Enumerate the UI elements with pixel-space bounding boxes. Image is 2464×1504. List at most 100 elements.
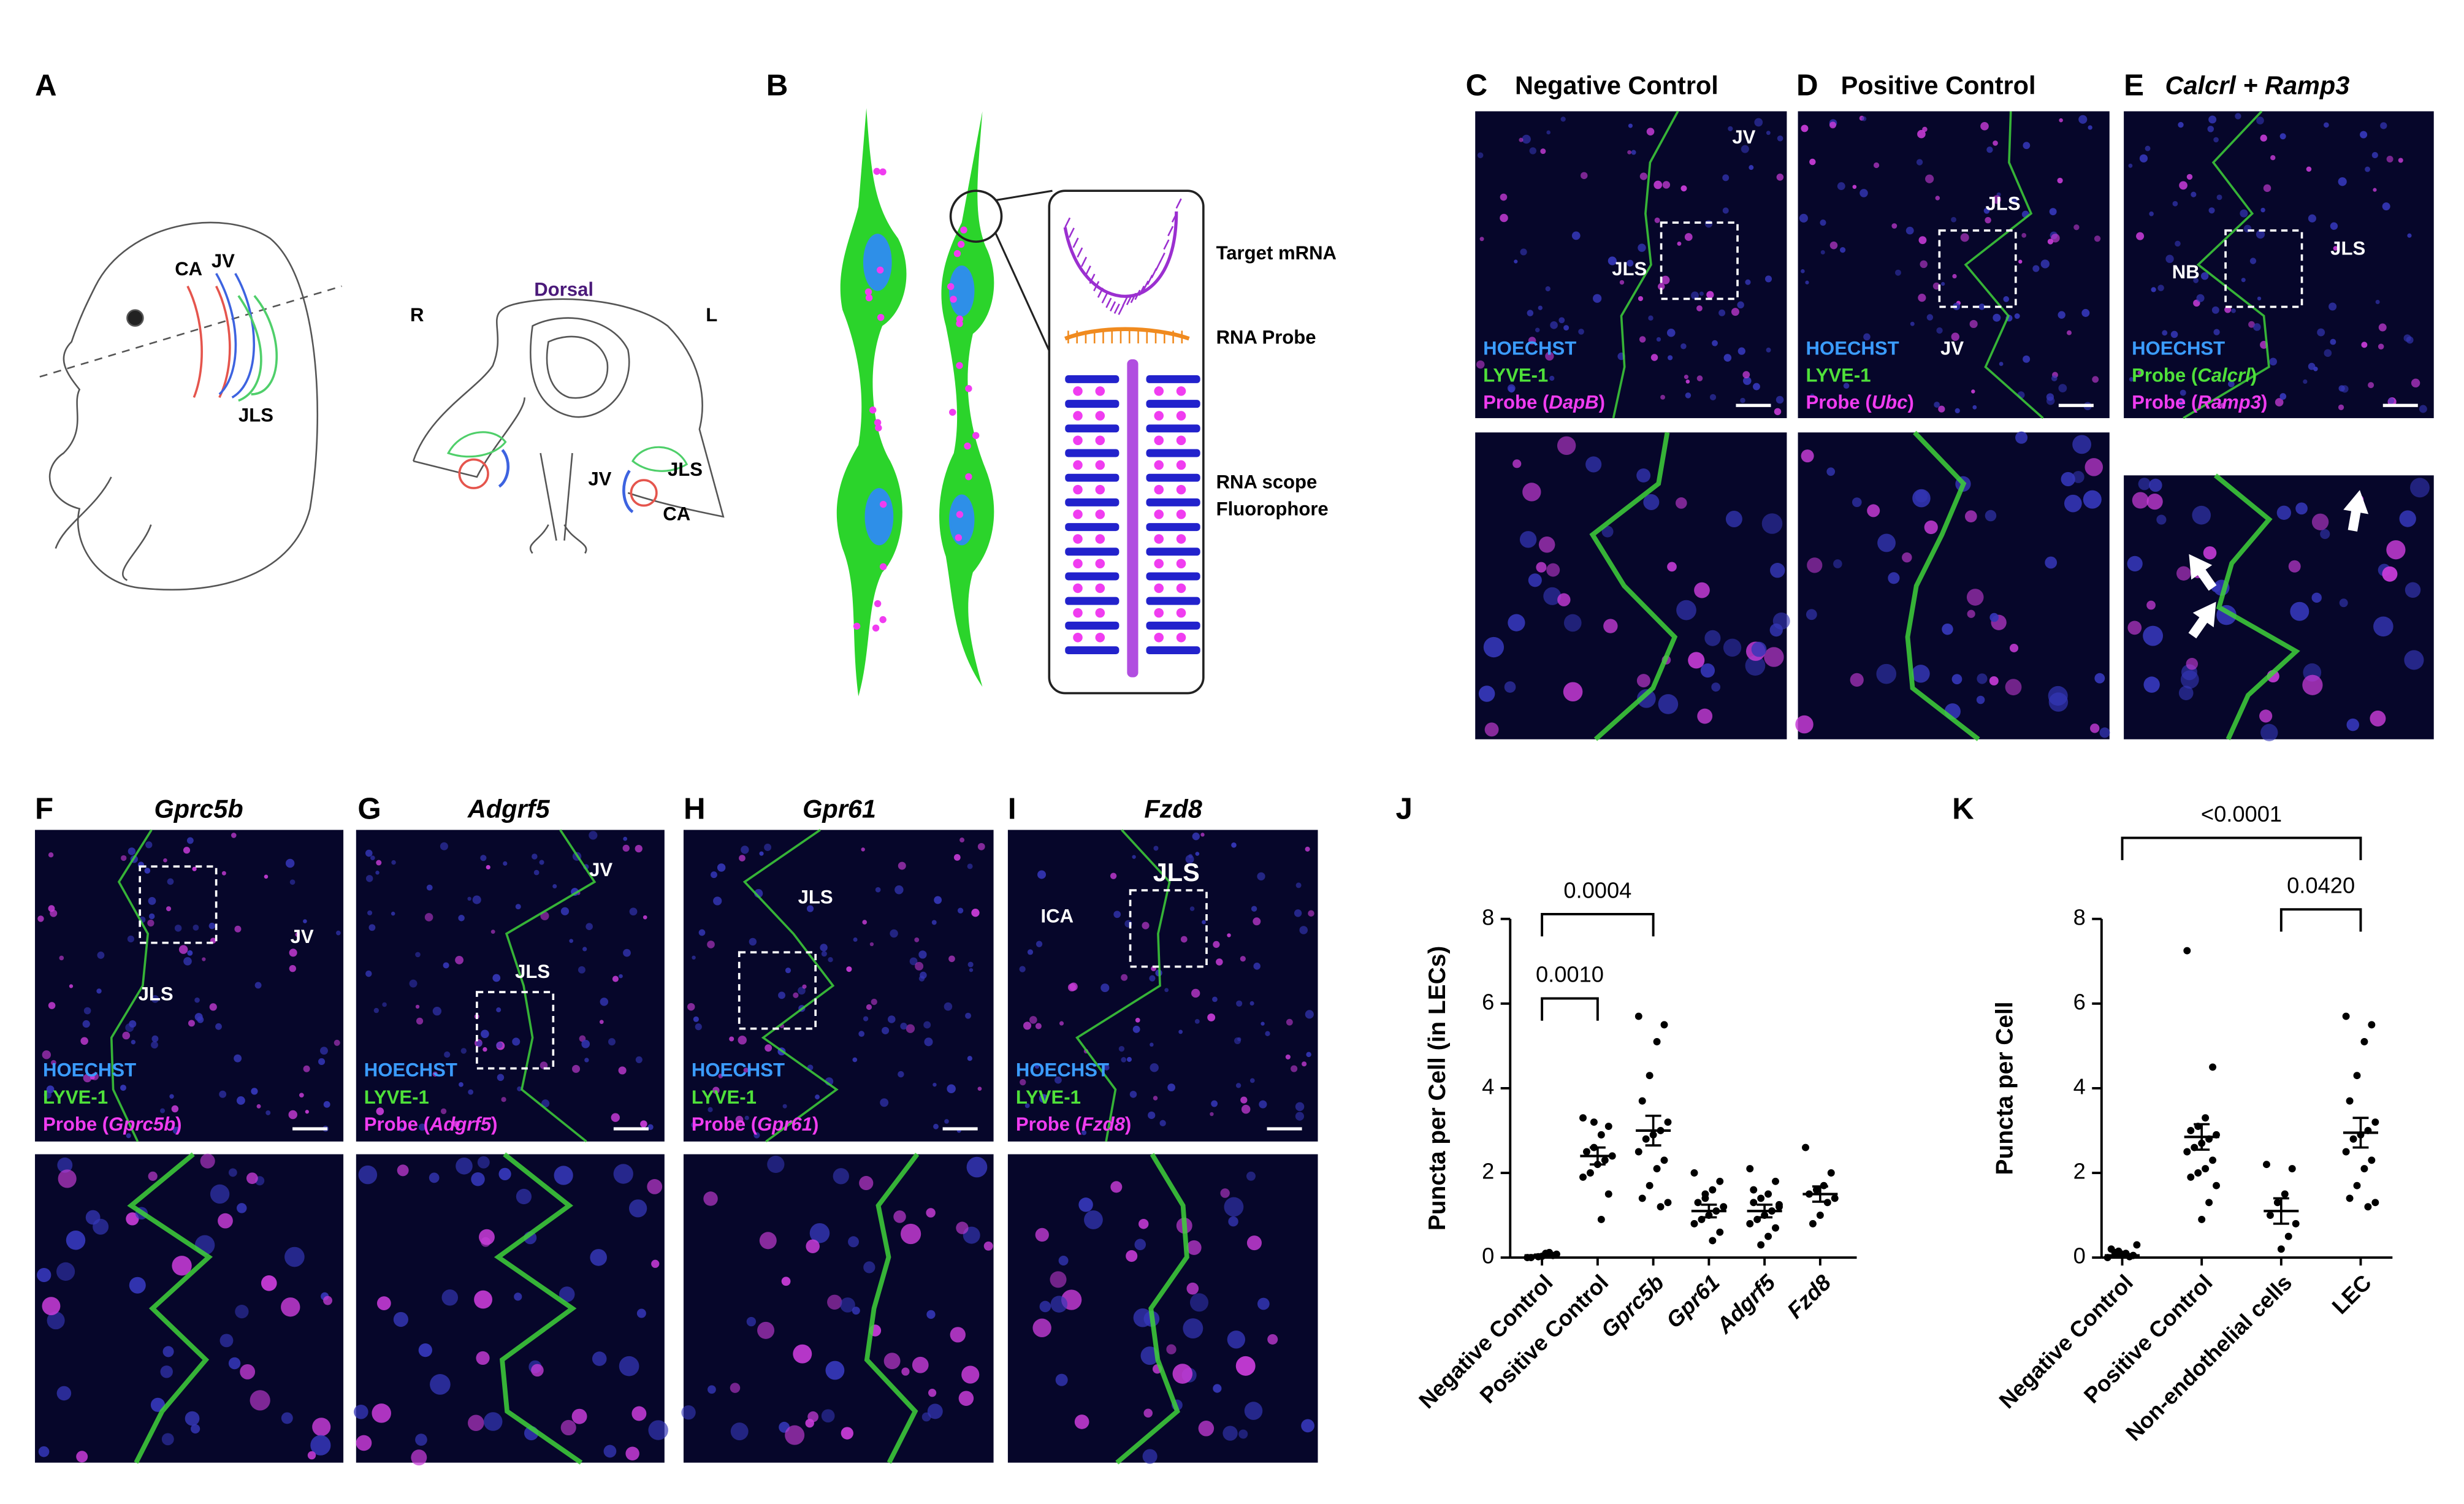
signal-dot — [707, 941, 715, 949]
signal-dot — [2260, 723, 2278, 742]
signal-dot — [1751, 641, 1767, 657]
zoom-image — [2124, 475, 2434, 739]
signal-dot — [1704, 219, 1713, 228]
signal-dot — [37, 1267, 51, 1283]
signal-dot — [631, 1406, 647, 1421]
signal-dot — [490, 930, 495, 934]
panel-title: Fzd8 — [1144, 794, 1202, 823]
mrna-dot — [869, 407, 877, 414]
signal-dot — [1662, 181, 1671, 189]
error-bar — [2114, 1253, 2130, 1258]
fluor-bar — [1065, 498, 1119, 506]
micrograph-panel — [354, 829, 668, 1466]
signal-dot — [906, 1024, 915, 1033]
signal-dot — [1078, 1197, 1093, 1212]
signal-dot — [2303, 379, 2308, 384]
signal-dot — [1863, 333, 1871, 341]
signal-dot — [958, 1391, 974, 1406]
signal-dot — [1843, 383, 1850, 389]
signal-dot — [608, 1038, 616, 1046]
fluor-bar — [1146, 449, 1200, 457]
signal-dot — [1055, 1076, 1062, 1084]
signal-dot — [1685, 392, 1692, 399]
signal-dot — [1993, 313, 2001, 322]
signal-dot — [1528, 573, 1542, 587]
signal-dot — [764, 844, 772, 851]
fluor-dot — [1176, 633, 1186, 643]
signal-dot — [2021, 232, 2027, 238]
signal-dot — [1801, 449, 1814, 463]
signal-dot — [967, 1056, 972, 1061]
signal-dot — [711, 871, 717, 879]
diagram-label: Fluorophore — [1216, 498, 1329, 520]
signal-dot — [927, 1403, 943, 1419]
amplifier — [1127, 359, 1139, 678]
signal-dot — [2388, 397, 2395, 404]
signal-dot — [2084, 458, 2104, 476]
signal-dot — [432, 1006, 442, 1016]
data-point — [1586, 1169, 1594, 1177]
mrna-dot — [865, 294, 873, 302]
fluor-bar — [1065, 449, 1119, 457]
signal-dot — [635, 1056, 643, 1063]
signal-dot — [848, 1236, 859, 1248]
data-point — [1831, 1194, 1839, 1202]
signal-dot — [753, 1132, 760, 1139]
signal-dot — [1557, 593, 1571, 606]
signal-dot — [1661, 275, 1670, 284]
fluor-dot — [1095, 460, 1105, 470]
legend-entry: HOECHST — [2132, 338, 2225, 359]
signal-dot — [246, 1172, 258, 1185]
mrna-tick — [1159, 252, 1165, 263]
signal-dot — [1638, 296, 1643, 302]
signal-dot — [793, 992, 799, 998]
signal-dot — [1194, 1018, 1200, 1024]
text-part: ) — [1599, 392, 1605, 413]
signal-dot — [191, 1424, 200, 1434]
mrna-dot — [879, 563, 887, 570]
signal-dot — [234, 1054, 242, 1063]
signal-dot — [934, 896, 942, 904]
data-point — [2273, 1199, 2281, 1207]
signal-dot — [2178, 121, 2184, 128]
diagram-label: L — [706, 304, 717, 326]
signal-dot — [160, 1108, 166, 1113]
signal-dot — [628, 1199, 647, 1218]
signal-dot — [1666, 328, 1676, 337]
signal-dot — [1110, 1181, 1123, 1193]
signal-dot — [2216, 194, 2222, 200]
signal-dot — [2048, 685, 2068, 706]
signal-dot — [1766, 131, 1771, 136]
signal-dot — [1741, 145, 1749, 153]
signal-dot — [592, 1351, 607, 1366]
vessel — [505, 829, 597, 1143]
data-point — [1579, 1173, 1587, 1181]
signal-dot — [729, 1036, 734, 1042]
signal-dot — [456, 1157, 473, 1175]
cell — [939, 111, 994, 687]
signal-dot — [2127, 555, 2143, 571]
signal-dot — [1520, 248, 1527, 256]
data-point — [1601, 1156, 1609, 1164]
fluor-bar — [1065, 597, 1119, 605]
signal-dot — [1528, 337, 1536, 345]
signal-dot — [1244, 1402, 1263, 1420]
signal-dot — [1859, 189, 1868, 197]
signal-dot — [97, 952, 105, 959]
signal-dot — [1500, 213, 1508, 223]
data-point — [2353, 1181, 2361, 1189]
data-point — [2209, 1156, 2217, 1164]
text-part: ) — [1125, 1113, 1131, 1135]
signal-dot — [971, 909, 980, 917]
data-point — [2183, 1148, 2191, 1156]
signal-dot — [1139, 1219, 1149, 1229]
signal-dot — [429, 1172, 440, 1183]
signal-dot — [600, 998, 609, 1006]
signal-dot — [1067, 983, 1077, 992]
text-part: HOECHST — [364, 1059, 457, 1081]
text-part: HOECHST — [1483, 338, 1576, 359]
signal-dot — [1581, 172, 1588, 180]
signal-dot — [38, 1446, 50, 1457]
signal-dot — [1774, 408, 1782, 416]
signal-dot — [1132, 1025, 1140, 1033]
